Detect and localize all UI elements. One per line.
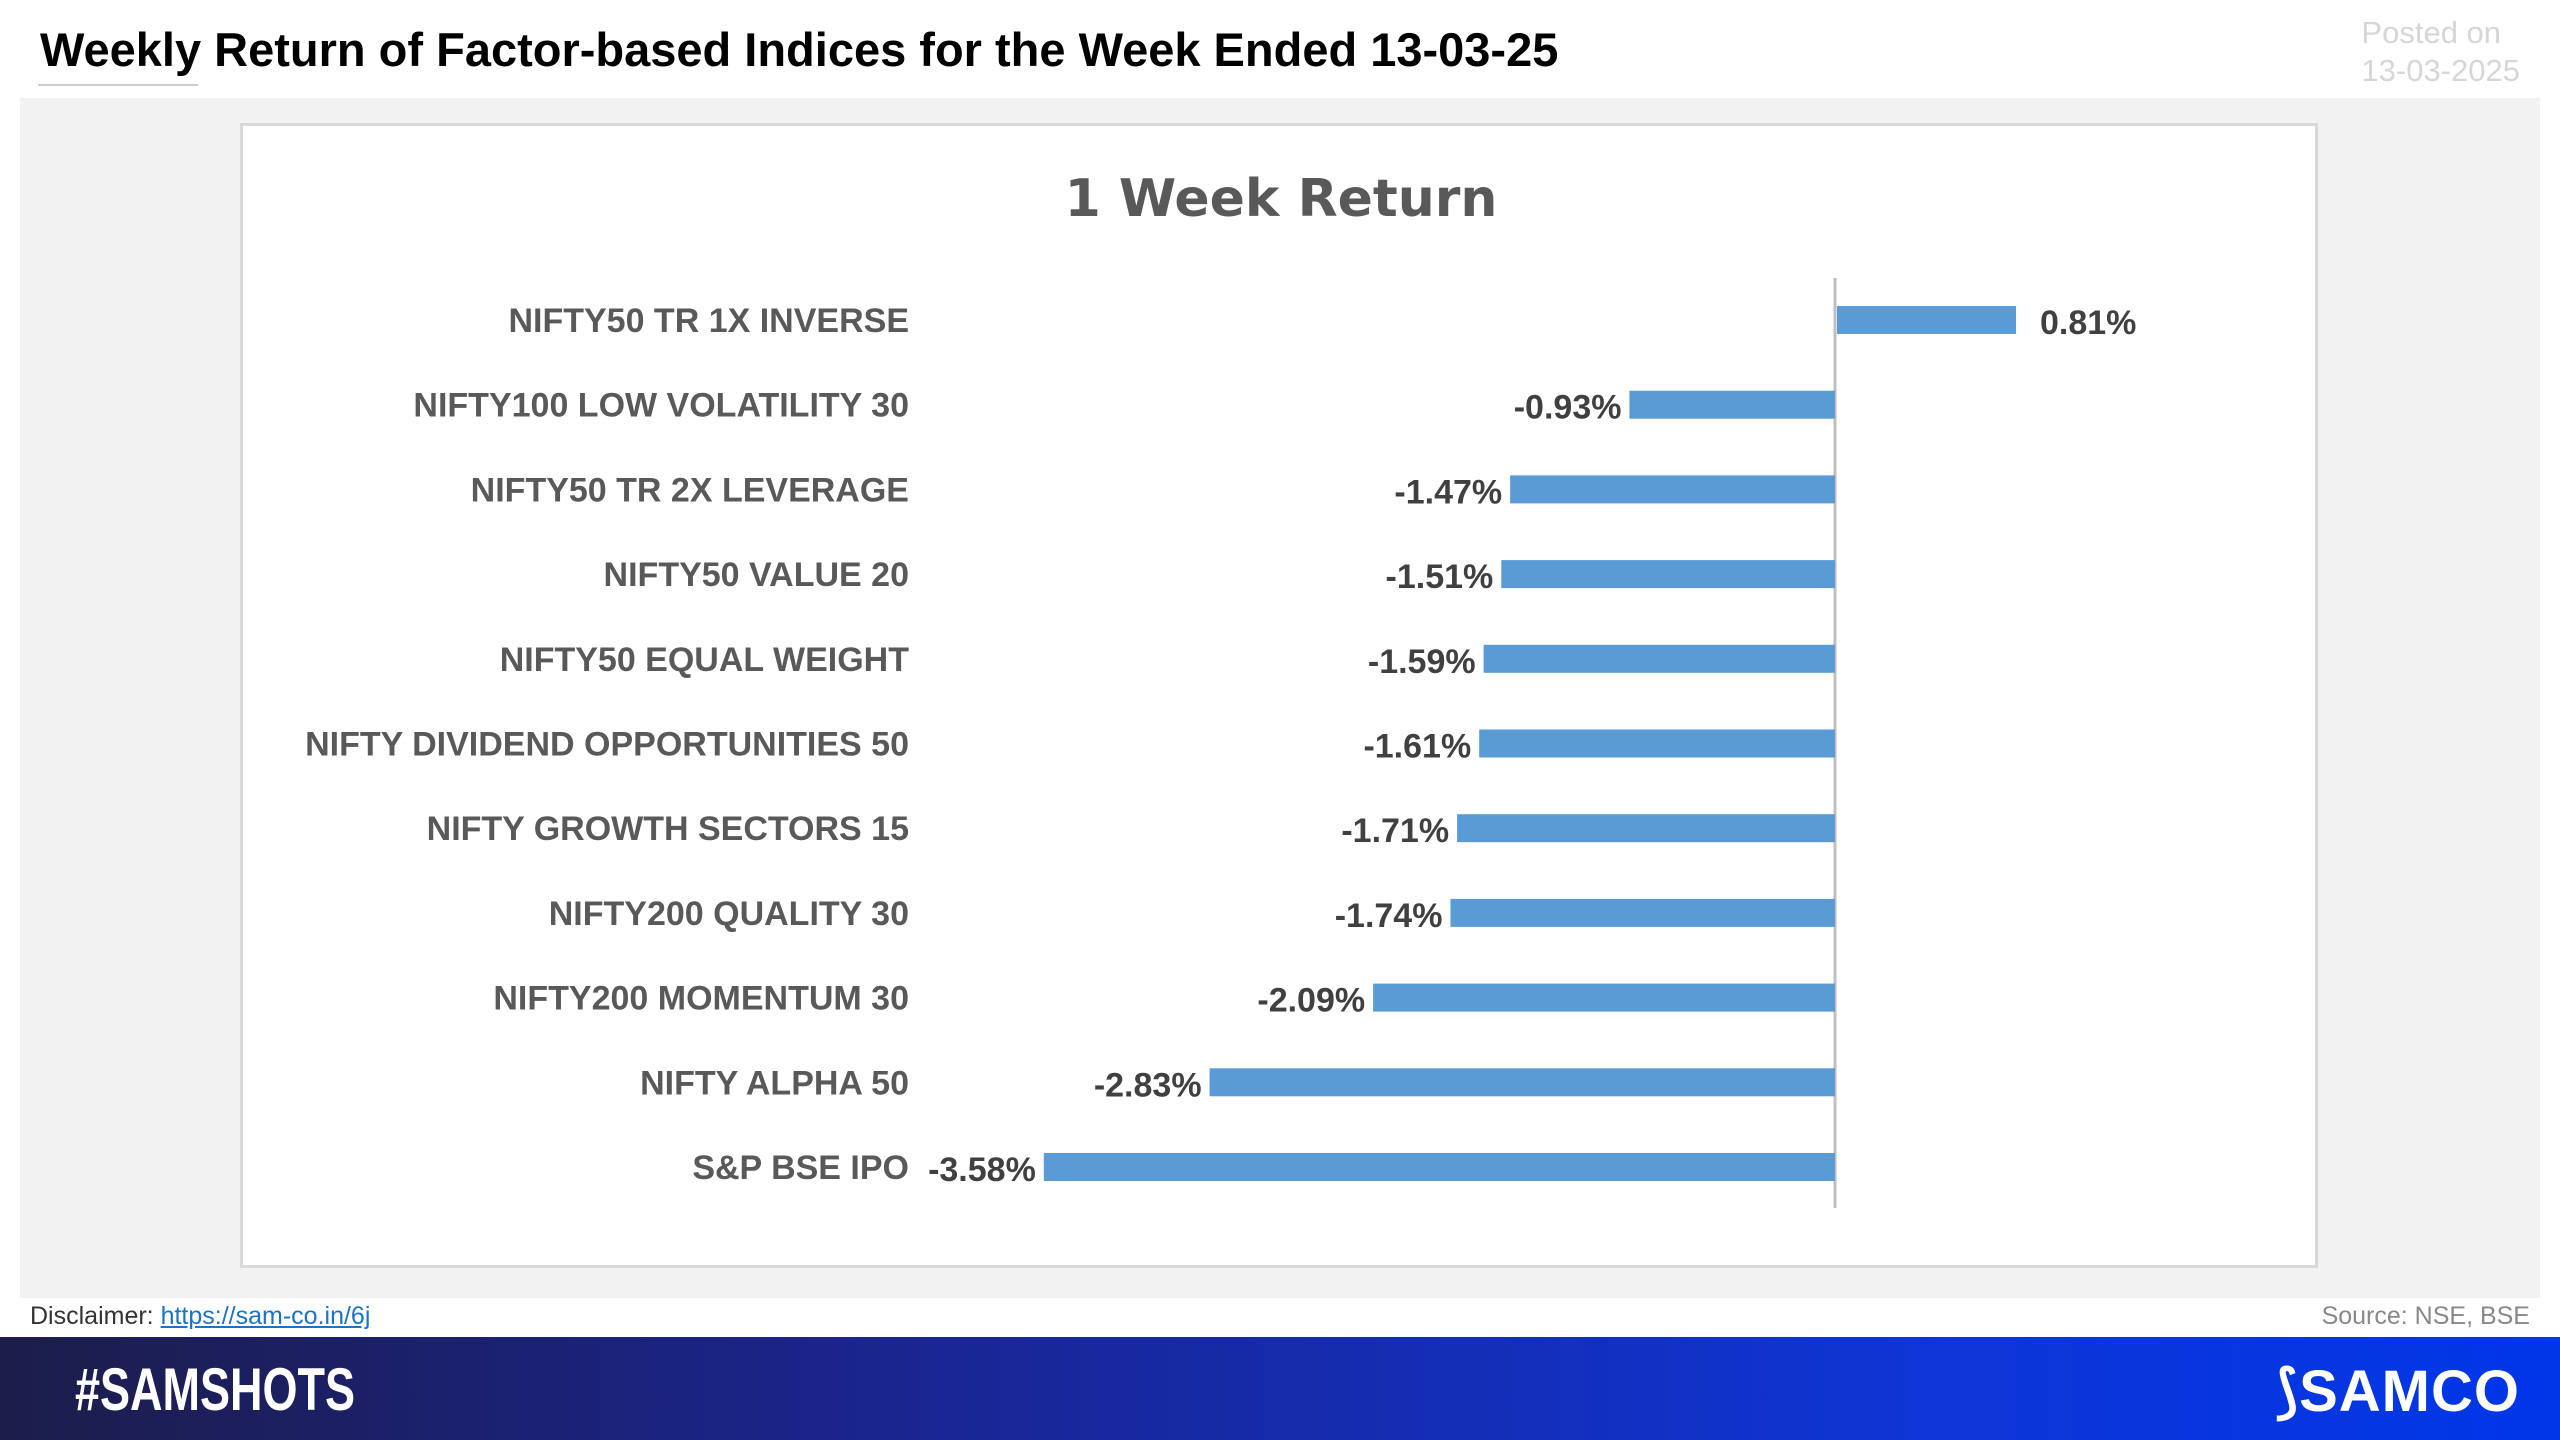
category-label: NIFTY200 MOMENTUM 30: [493, 980, 909, 1018]
category-label: NIFTY200 QUALITY 30: [549, 895, 909, 933]
posted-date: Posted on 13-03-2025: [2361, 14, 2520, 90]
hashtag: #SAMSHOTS: [75, 1356, 356, 1423]
posted-label: Posted on: [2361, 15, 2502, 50]
category-label: NIFTY GROWTH SECTORS 15: [427, 810, 909, 848]
category-label: S&P BSE IPO: [692, 1149, 909, 1187]
bar: [1479, 729, 1835, 758]
data-label: 0.81%: [2040, 304, 2136, 342]
bar: [1483, 644, 1835, 673]
source-note: Source: NSE, BSE: [2321, 1302, 2530, 1330]
disclaimer-label: Disclaimer:: [30, 1302, 154, 1330]
category-label: NIFTY50 TR 2X LEVERAGE: [471, 471, 909, 509]
data-label: -2.83%: [1094, 1066, 1202, 1104]
data-label: -1.47%: [1394, 473, 1502, 511]
bar: [1373, 983, 1835, 1012]
category-label: NIFTY50 VALUE 20: [604, 556, 909, 594]
bar: [1450, 898, 1835, 927]
logo-text: SAMCO: [2299, 1359, 2520, 1424]
data-label: -1.71%: [1341, 812, 1449, 850]
data-label: -1.74%: [1335, 897, 1443, 935]
data-label: -1.51%: [1386, 558, 1494, 596]
category-label: NIFTY100 LOW VOLATILITY 30: [413, 387, 909, 425]
bar: [1043, 1153, 1835, 1181]
data-label: -1.61%: [1363, 728, 1471, 766]
data-label: -3.58%: [928, 1151, 1036, 1189]
bar: [1209, 1068, 1835, 1097]
bar: [1837, 306, 2017, 334]
category-label: NIFTY DIVIDEND OPPORTUNITIES 50: [305, 726, 909, 764]
bar: [1501, 560, 1835, 589]
bar: [1457, 814, 1835, 843]
samco-logo: ⟆SAMCO: [2275, 1357, 2520, 1425]
data-label: -2.09%: [1257, 982, 1365, 1020]
disclaimer-link[interactable]: https://sam-co.in/6j: [160, 1302, 371, 1330]
bar-chart: 1 Week Return NIFTY50 TR 1X INVERSE 0.81% N…: [305, 169, 2136, 1208]
category-label: NIFTY50 EQUAL WEIGHT: [500, 641, 910, 679]
footer-band: #SAMSHOTS ⟆SAMCO: [0, 1337, 2560, 1440]
bar: [1510, 475, 1835, 504]
samco-logo-icon: ⟆: [2275, 1359, 2300, 1424]
disclaimer: Disclaimer: https://sam-co.in/6j: [30, 1302, 370, 1331]
bar: [1629, 390, 1835, 419]
posted-value: 13-03-2025: [2361, 53, 2520, 88]
data-label: -1.59%: [1368, 643, 1476, 681]
category-label: NIFTY ALPHA 50: [640, 1064, 909, 1102]
data-label: -0.93%: [1514, 389, 1622, 427]
chart-title: 1 Week Return: [1065, 169, 1498, 229]
title-underline: [38, 84, 198, 86]
chart-container: 1 Week Return NIFTY50 TR 1X INVERSE 0.81% N…: [240, 123, 2318, 1268]
page-title: Weekly Return of Factor-based Indices fo…: [40, 23, 1559, 76]
category-label: NIFTY50 TR 1X INVERSE: [508, 302, 909, 340]
